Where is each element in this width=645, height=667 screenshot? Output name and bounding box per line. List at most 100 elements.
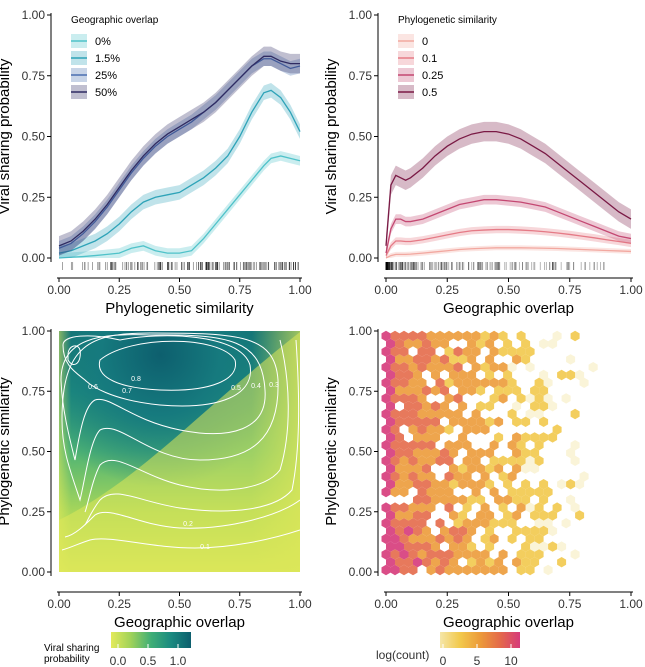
contour-label-0.7: 0.7 — [122, 388, 132, 395]
hexbin — [413, 354, 422, 365]
hexbin — [498, 393, 508, 404]
hexbin — [480, 362, 490, 373]
hexbin — [507, 455, 517, 466]
b-line-3 — [385, 130, 632, 246]
hexbin — [422, 479, 431, 490]
d-x-title: Geographic overlap — [443, 614, 574, 631]
hexbin — [521, 447, 531, 459]
hexbin — [498, 362, 508, 373]
hexbin — [507, 486, 517, 498]
hexbin — [462, 471, 472, 482]
hexbin — [426, 455, 436, 466]
hexbin — [390, 564, 400, 576]
hexbin — [458, 354, 468, 365]
d-y-tick-label: 1.00 — [349, 324, 373, 338]
colorbar-title-line2: probability — [44, 654, 90, 665]
hexbin — [426, 533, 436, 544]
hexbin — [408, 424, 418, 435]
hexbin — [458, 479, 468, 490]
hexbin — [462, 564, 472, 576]
hexbin — [534, 393, 544, 404]
hexbin — [512, 432, 522, 443]
b-legend-label-3: 0.5 — [422, 87, 437, 99]
hexbin — [435, 533, 445, 544]
hexbin — [435, 549, 445, 560]
hexbin — [422, 338, 431, 349]
hexbin — [444, 549, 454, 560]
a-legend-label-0: 0% — [95, 36, 111, 48]
b-x-tick-label: 0.25 — [436, 283, 460, 297]
hexbin — [431, 557, 440, 568]
hexbin — [462, 440, 472, 451]
hexbin — [381, 471, 391, 482]
hexbin — [422, 525, 431, 537]
hexbin — [485, 479, 495, 490]
c-y-tick-label: 0.25 — [22, 505, 46, 519]
colorbar-tick-label: 0.5 — [140, 654, 157, 667]
hexbin — [408, 549, 418, 560]
hexbin — [543, 564, 553, 576]
hexbin — [422, 401, 431, 412]
a-x-tick-label: 0.50 — [168, 283, 192, 297]
hexbin — [449, 447, 459, 459]
hexbin — [539, 479, 549, 490]
hexbin — [458, 385, 468, 396]
hexbin — [548, 541, 558, 552]
hexbin — [476, 479, 486, 490]
c-y-tick-label: 0.00 — [22, 565, 46, 579]
hexbin — [449, 541, 459, 552]
contour-label-0.1: 0.1 — [200, 544, 210, 551]
c-y-tick-label: 0.50 — [22, 445, 46, 459]
hexbin — [408, 377, 418, 388]
a-x-tick-label: 0.00 — [47, 283, 71, 297]
hexbin — [413, 525, 422, 537]
hexbin — [453, 549, 463, 560]
hexbin — [431, 479, 440, 490]
c-y-title: Phylogenetic similarity — [0, 377, 13, 526]
hexbin — [381, 518, 391, 529]
hexbin — [512, 557, 522, 568]
hexbin — [557, 541, 567, 552]
hexbin — [476, 416, 486, 427]
hexbin — [503, 494, 513, 505]
colorbar-tick-label: 10 — [504, 654, 518, 667]
hexbin — [440, 401, 449, 412]
hexbin — [561, 393, 571, 404]
hexbin — [399, 440, 409, 451]
hexbin — [404, 479, 413, 490]
hexbin — [498, 471, 508, 482]
hexbin — [525, 549, 535, 560]
hexbin — [449, 557, 459, 568]
hexbin — [413, 494, 422, 505]
hexbin — [381, 455, 391, 466]
b-y-tick-label: 0.75 — [349, 69, 373, 83]
hexbin — [390, 471, 400, 482]
hexbin — [395, 541, 404, 552]
hexbin — [530, 525, 540, 537]
hexbin — [570, 549, 580, 560]
hexbin — [413, 510, 422, 521]
hexbin — [516, 549, 526, 560]
hexbin — [413, 385, 422, 396]
hexbin — [426, 549, 436, 560]
contour-label-0.3: 0.3 — [269, 382, 279, 389]
hexbin — [431, 494, 440, 505]
hexbin — [485, 354, 495, 365]
colorbar-gradient — [111, 632, 191, 648]
c-x-tick-label: 0.50 — [168, 597, 192, 611]
contour-label-0.5: 0.5 — [231, 385, 241, 392]
a-band-2 — [59, 51, 300, 256]
hexbin — [507, 346, 517, 357]
hexbin — [435, 408, 445, 420]
hexbin — [386, 463, 395, 474]
d-y-tick-label: 0.50 — [349, 445, 373, 459]
hexbin — [543, 486, 553, 498]
hexbin — [417, 377, 427, 388]
hexbin — [516, 455, 526, 466]
hexbin — [404, 541, 413, 552]
c-x-tick-label: 0.75 — [228, 597, 252, 611]
hexbin — [467, 447, 477, 459]
hexbin — [521, 432, 531, 443]
hexbin — [579, 471, 589, 482]
